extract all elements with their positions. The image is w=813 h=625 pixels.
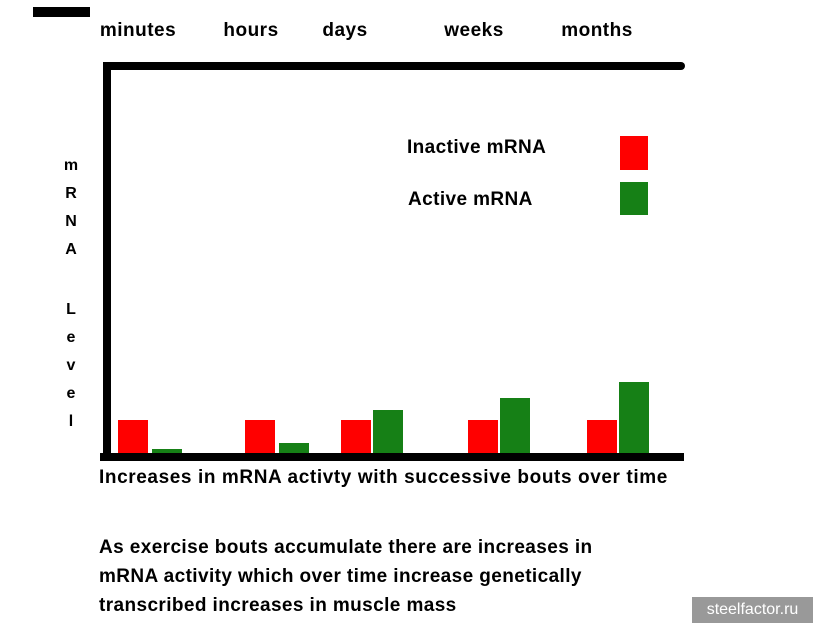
y-axis-label-mrna: m R N A: [63, 157, 79, 258]
x-tick-label-hours: hours: [223, 20, 279, 41]
legend-label-inactive-mrna: Inactive mRNA: [407, 137, 547, 158]
bar-active-days: [373, 410, 403, 453]
bar-active-weeks: [500, 398, 530, 453]
description-paragraph: As exercise bouts accumulate there are i…: [99, 533, 593, 620]
bar-inactive-weeks: [468, 420, 498, 453]
axis-y-line: [103, 62, 111, 461]
watermark-text: steelfactor.ru: [706, 601, 799, 618]
watermark-badge: steelfactor.ru: [692, 597, 813, 623]
axis-top-line: [103, 62, 685, 70]
axis-x-line: [100, 453, 684, 461]
bar-inactive-hours: [245, 420, 275, 453]
bar-active-hours: [279, 443, 309, 453]
x-tick-label-minutes: minutes: [99, 20, 177, 41]
chart-title: Increases in mRNA activty with successiv…: [99, 467, 668, 488]
description-line: transcribed increases in muscle mass: [99, 595, 457, 616]
legend-swatch-inactive-mrna: [620, 136, 648, 170]
bar-active-months: [619, 382, 649, 453]
bar-inactive-minutes: [118, 420, 148, 453]
legend-label-active-mrna: Active mRNA: [408, 189, 533, 210]
bar-active-minutes: [152, 449, 182, 453]
description-line: As exercise bouts accumulate there are i…: [99, 537, 593, 558]
x-tick-label-weeks: weeks: [444, 20, 504, 41]
x-tick-label-months: months: [561, 20, 633, 41]
y-axis-label-level: L e v e l: [66, 301, 76, 430]
corner-artifact-bar: [33, 7, 90, 17]
bar-inactive-months: [587, 420, 617, 453]
x-tick-label-days: days: [322, 20, 368, 41]
legend-swatch-active-mrna: [620, 182, 648, 215]
description-line: mRNA activity which over time increase g…: [99, 566, 582, 587]
bar-inactive-days: [341, 420, 371, 453]
